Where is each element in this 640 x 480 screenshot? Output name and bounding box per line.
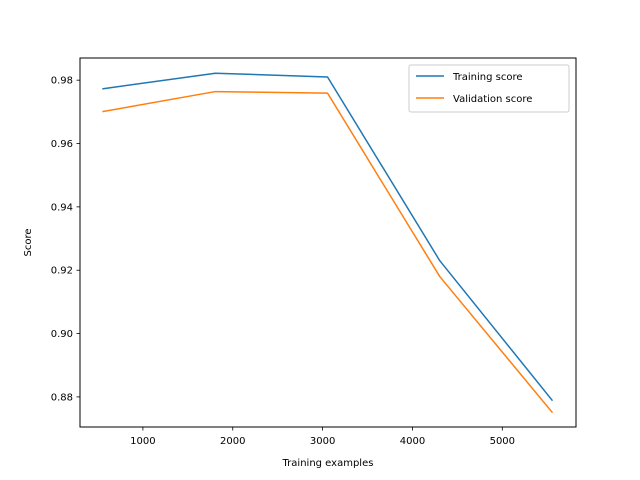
x-tick-label: 5000 — [490, 436, 515, 447]
x-axis-label: Training examples — [282, 458, 374, 469]
y-tick-label: 0.96 — [51, 139, 73, 150]
y-tick-label: 0.88 — [51, 392, 73, 403]
y-tick-label: 0.92 — [51, 266, 73, 277]
x-axis-ticks: 1000 2000 3000 4000 5000 — [130, 427, 515, 447]
x-tick-label: 3000 — [310, 436, 335, 447]
legend-label-validation-score: Validation score — [453, 94, 532, 105]
y-tick-label: 0.98 — [51, 76, 73, 87]
y-axis-ticks: 0.88 0.90 0.92 0.94 0.96 0.98 — [51, 76, 80, 403]
series-line-validation-score — [102, 90, 554, 414]
y-tick-label: 0.94 — [51, 202, 73, 213]
x-tick-label: 2000 — [220, 436, 245, 447]
y-tick-label: 0.90 — [51, 329, 73, 340]
legend: Training score Validation score — [408, 64, 570, 113]
x-tick-label: 1000 — [130, 436, 155, 447]
axes-frame — [79, 57, 577, 428]
legend-box — [408, 64, 570, 113]
x-tick-label: 4000 — [400, 436, 425, 447]
series-layer — [102, 72, 554, 414]
y-axis-label: Score — [23, 228, 34, 256]
series-line-training-score — [102, 72, 554, 402]
legend-label-training-score: Training score — [452, 72, 523, 83]
